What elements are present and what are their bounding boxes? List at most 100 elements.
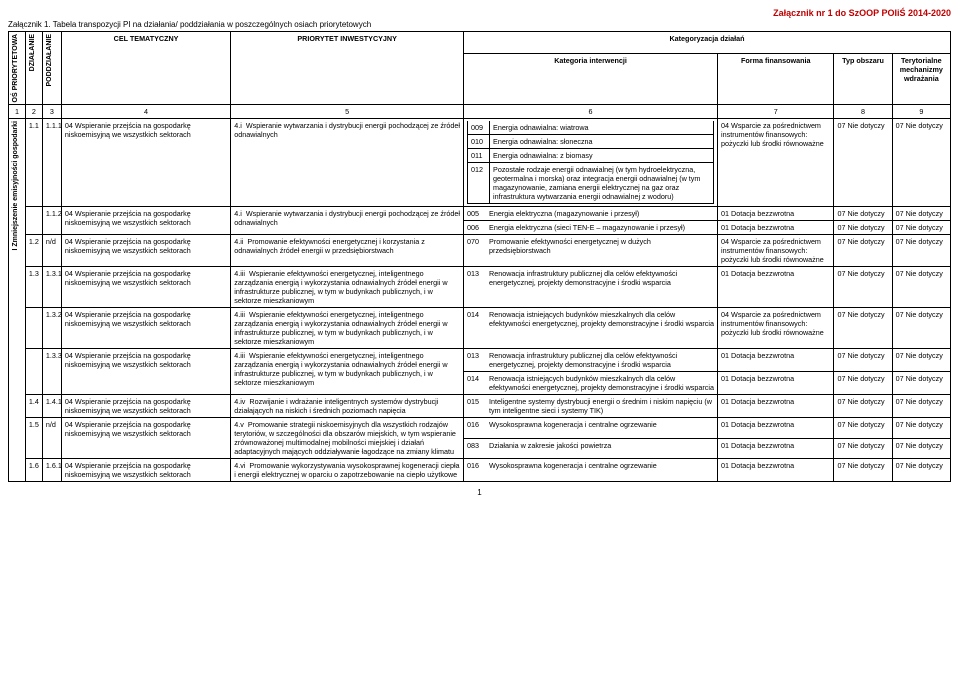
cell-ter: 07 Nie dotyczy xyxy=(892,438,950,459)
cell-ter: 07 Nie dotyczy xyxy=(892,418,950,439)
cell-typ: 07 Nie dotyczy xyxy=(834,418,892,439)
cell-pdz: 1.1.2 xyxy=(42,207,61,235)
os-axis-label: I Zmniejszenie emisyjności gospodarki xyxy=(12,121,21,251)
cell-fin: 01 Dotacja bezzwrotna xyxy=(718,459,834,482)
cell-pi: 4.iii Wspieranie efektywności energetycz… xyxy=(231,267,464,308)
cell-pdz: n/d xyxy=(42,235,61,267)
cell-fin: 04 Wsparcie za pośrednictwem instrumentó… xyxy=(718,235,834,267)
cell-cel: 04 Wspieranie przejścia na gospodarkę ni… xyxy=(61,418,230,459)
attachment-title: Załącznik 1. Tabela transpozycji PI na d… xyxy=(8,20,951,29)
cell-ter: 07 Nie dotyczy xyxy=(892,235,950,267)
cell-typ: 07 Nie dotyczy xyxy=(834,349,892,372)
cell-typ: 07 Nie dotyczy xyxy=(834,207,892,221)
cell-cel: 04 Wspieranie przejścia na gospodarkę ni… xyxy=(61,235,230,267)
cell-dz: 1.1 xyxy=(25,119,42,207)
num-3: 3 xyxy=(42,105,61,119)
col-dz: DZIAŁANIE xyxy=(29,34,38,71)
num-8: 8 xyxy=(834,105,892,119)
num-5: 5 xyxy=(231,105,464,119)
cell-ter: 07 Nie dotyczy xyxy=(892,395,950,418)
cell-cel: 04 Wspieranie przejścia na gospodarkę ni… xyxy=(61,349,230,395)
cell-ter: 07 Nie dotyczy xyxy=(892,459,950,482)
cell-ter: 07 Nie dotyczy xyxy=(892,372,950,395)
cell-kat: 014Renowacja istniejących budynków miesz… xyxy=(464,372,718,395)
cell-pi: 4.i Wspieranie wytwarzania i dystrybucji… xyxy=(231,119,464,207)
cell-pi: 4.iv Rozwijanie i wdrażanie inteligentny… xyxy=(231,395,464,418)
cell-ter: 07 Nie dotyczy xyxy=(892,207,950,221)
cell-typ: 07 Nie dotyczy xyxy=(834,119,892,207)
cell-pdz: 1.1.1 xyxy=(42,119,61,207)
col-kat: Kategoria interwencji xyxy=(464,54,718,105)
cell-kat: 013Renowacja infrastruktury publicznej d… xyxy=(464,267,718,308)
table-row: 1.4 1.4.1 04 Wspieranie przejścia na gos… xyxy=(9,395,951,418)
table-row: 1.1.2 04 Wspieranie przejścia na gospoda… xyxy=(9,207,951,221)
cell-dz: 1.6 xyxy=(25,459,42,482)
num-7: 7 xyxy=(718,105,834,119)
cell-pdz: 1.6.1 xyxy=(42,459,61,482)
cell-fin: 01 Dotacja bezzwrotna xyxy=(718,418,834,439)
cell-typ: 07 Nie dotyczy xyxy=(834,267,892,308)
col-ter: Terytorialne mechanizmy wdrażania xyxy=(892,54,950,105)
cell-cel: 04 Wspieranie przejścia na gospodarkę ni… xyxy=(61,459,230,482)
num-2: 2 xyxy=(25,105,42,119)
page-number: 1 xyxy=(8,488,951,497)
cell-dz: 1.5 xyxy=(25,418,42,459)
cell-ter: 07 Nie dotyczy xyxy=(892,308,950,349)
cell-ter: 07 Nie dotyczy xyxy=(892,349,950,372)
cell-dz: 1.4 xyxy=(25,395,42,418)
header-right: Załącznik nr 1 do SzOOP POIiŚ 2014-2020 xyxy=(8,8,951,18)
num-4: 4 xyxy=(61,105,230,119)
table-row: I Zmniejszenie emisyjności gospodarki 1.… xyxy=(9,119,951,207)
cell-fin: 01 Dotacja bezzwrotna xyxy=(718,372,834,395)
cell-pdz: n/d xyxy=(42,418,61,459)
cell-fin: 01 Dotacja bezzwrotna xyxy=(718,349,834,372)
cell-kat: 005Energia elektryczna (magazynowanie i … xyxy=(464,207,718,221)
cell-pi: 4.iii Wspieranie efektywności energetycz… xyxy=(231,308,464,349)
cell-typ: 07 Nie dotyczy xyxy=(834,438,892,459)
cell-kat: 016Wysokosprawna kogeneracja i centralne… xyxy=(464,459,718,482)
cell-fin: 04 Wsparcie za pośrednictwem instrumentó… xyxy=(718,308,834,349)
num-9: 9 xyxy=(892,105,950,119)
cell-typ: 07 Nie dotyczy xyxy=(834,459,892,482)
cell-typ: 07 Nie dotyczy xyxy=(834,308,892,349)
cell-fin: 01 Dotacja bezzwrotna xyxy=(718,267,834,308)
header-num-row: 1 2 3 4 5 6 7 8 9 xyxy=(9,105,951,119)
col-pdz: PODDZIAŁANIE xyxy=(46,34,55,87)
cell-pi: 4.iii Wspieranie efektywności energetycz… xyxy=(231,349,464,395)
col-pi: PRIORYTET INWESTYCYJNY xyxy=(231,32,464,105)
cell-pi: 4.ii Promowanie efektywności energetyczn… xyxy=(231,235,464,267)
cell-kat: 083Działania w zakresie jakości powietrz… xyxy=(464,438,718,459)
cell-kat: 006Energia elektryczna (sieci TEN-E – ma… xyxy=(464,221,718,235)
table-row: 1.2 n/d 04 Wspieranie przejścia na gospo… xyxy=(9,235,951,267)
cell-fin: 01 Dotacja bezzwrotna xyxy=(718,395,834,418)
cell-dz xyxy=(25,349,42,395)
col-cel: CEL TEMATYCZNY xyxy=(61,32,230,105)
cell-cel: 04 Wspieranie przejścia na gospodarkę ni… xyxy=(61,395,230,418)
cell-pdz: 1.3.2 xyxy=(42,308,61,349)
cell-pi: 4.vi Promowanie wykorzystywania wysokosp… xyxy=(231,459,464,482)
cell-typ: 07 Nie dotyczy xyxy=(834,395,892,418)
col-katgrp: Kategoryzacja działań xyxy=(464,32,951,54)
cell-pdz: 1.3.3 xyxy=(42,349,61,395)
cell-cel: 04 Wspieranie przejścia na gospodarkę ni… xyxy=(61,119,230,207)
cell-kat: 009Energia odnawialna: wiatrowa 010Energ… xyxy=(464,119,718,207)
col-os: OŚ PRIORYTETOWA xyxy=(12,34,21,102)
table-row: 1.6 1.6.1 04 Wspieranie przejścia na gos… xyxy=(9,459,951,482)
table-row: 1.3.2 04 Wspieranie przejścia na gospoda… xyxy=(9,308,951,349)
header-row-1: OŚ PRIORYTETOWA DZIAŁANIE PODDZIAŁANIE C… xyxy=(9,32,951,54)
cell-pi: 4.v Promowanie strategii niskoemisyjnych… xyxy=(231,418,464,459)
cell-kat: 070Promowanie efektywności energetycznej… xyxy=(464,235,718,267)
cell-fin: 04 Wsparcie za pośrednictwem instrumentó… xyxy=(718,119,834,207)
cell-kat: 013Renowacja infrastruktury publicznej d… xyxy=(464,349,718,372)
cell-dz: 1.2 xyxy=(25,235,42,267)
cell-dz: 1.3 xyxy=(25,267,42,308)
cell-typ: 07 Nie dotyczy xyxy=(834,235,892,267)
cell-kat: 016Wysokosprawna kogeneracja i centralne… xyxy=(464,418,718,439)
table-row: 1.3 1.3.1 04 Wspieranie przejścia na gos… xyxy=(9,267,951,308)
cell-cel: 04 Wspieranie przejścia na gospodarkę ni… xyxy=(61,207,230,235)
cell-pdz: 1.3.1 xyxy=(42,267,61,308)
cell-fin: 01 Dotacja bezzwrotna xyxy=(718,438,834,459)
table-row: 1.3.3 04 Wspieranie przejścia na gospoda… xyxy=(9,349,951,372)
num-6: 6 xyxy=(464,105,718,119)
cell-cel: 04 Wspieranie przejścia na gospodarkę ni… xyxy=(61,308,230,349)
